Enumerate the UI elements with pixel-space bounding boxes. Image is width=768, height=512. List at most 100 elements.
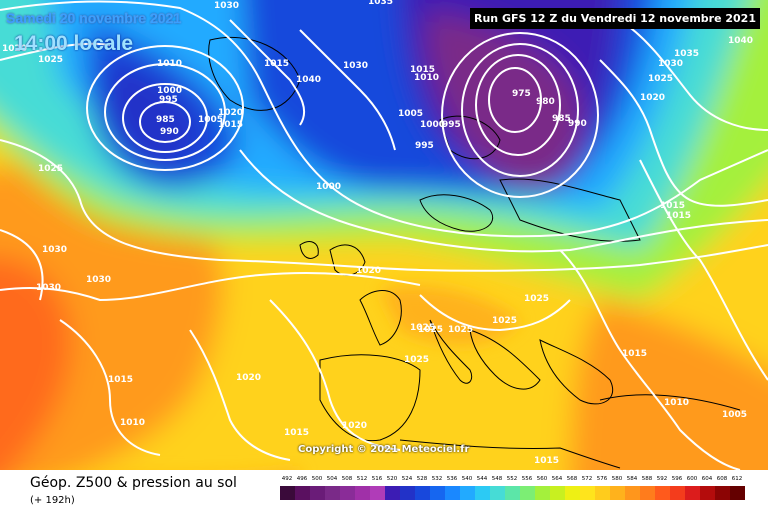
legend-tick-label: 492 [281,476,293,482]
legend-swatch [325,486,340,500]
legend-tick-label: 568 [566,476,578,482]
forecast-time: 14:00 locale [14,32,134,55]
forecast-lead-time: (+ 192h) [30,495,75,506]
isobar-label: 1040 [296,75,321,85]
isobar-label: 1025 [410,323,435,333]
legend-tick-label: 576 [596,476,608,482]
isobar-label: 990 [160,127,179,137]
isobar-label: 1020 [342,421,367,431]
isobar-label: 1010 [414,73,439,83]
isobar-label: 1005 [722,410,747,420]
legend-swatch [385,486,400,500]
legend-tick-label: 528 [416,476,428,482]
legend-tick-label: 600 [686,476,698,482]
legend-swatch [520,486,535,500]
legend-swatch [460,486,475,500]
legend-tick-label: 604 [701,476,713,482]
isobar-label: 1015 [660,201,685,211]
legend-swatch [340,486,355,500]
isobar-label: 1020 [356,266,381,276]
legend-tick-label: 584 [626,476,638,482]
map-canvas: 1030 1035 1010 1000 995 985 990 1005 101… [0,0,768,470]
isobar-labels: 1030 1035 1010 1000 995 985 990 1005 101… [2,0,753,466]
legend-swatch [625,486,640,500]
isobar-label: 990 [568,119,587,129]
legend-tick-label: 504 [326,476,338,482]
legend-tick-label: 560 [536,476,548,482]
isobar-label: 1035 [368,0,393,7]
isobar-label: 1030 [658,59,683,69]
legend-tick-label: 596 [671,476,683,482]
legend-swatch [475,486,490,500]
isobar-label: 1015 [534,456,559,466]
isobar-label: 985 [156,115,175,125]
copyright-notice: Copyright © 2021 Meteociel.fr [298,444,470,455]
isobar-label: 1040 [728,36,753,46]
isobar-label: 1030 [343,61,368,71]
isobar-label: 1010 [120,418,145,428]
legend-tick-label: 540 [461,476,473,482]
legend-swatch [550,486,565,500]
legend-swatch [700,486,715,500]
legend-tick-label: 548 [491,476,503,482]
isobar-label: 1030 [42,245,67,255]
isobar-label: 1015 [622,349,647,359]
run-banner: Run GFS 12 Z du Vendredi 12 novembre 202… [470,8,760,29]
legend-swatch [400,486,415,500]
legend-swatch [415,486,430,500]
isobar-label: 1015 [218,120,243,130]
isobar-label: 1015 [284,428,309,438]
isobar-label: 1030 [36,283,61,293]
isobar-label: 1010 [157,59,182,69]
isobar-label: 1015 [410,65,435,75]
weather-map: 1030 1035 1010 1000 995 985 990 1005 101… [0,0,768,470]
forecast-date: Samedi 20 novembre 2021 [6,10,182,26]
isobar-label: 1025 [648,74,673,84]
isobar-label: 1000 [157,86,182,96]
isobar-label: 980 [536,97,555,107]
legend-swatch [355,486,370,500]
isobar-label: 1015 [666,211,691,221]
isobar-label: 1025 [404,355,429,365]
legend-tick-label: 516 [371,476,383,482]
isobar-label: 1005 [198,115,223,125]
legend-swatch [655,486,670,500]
legend-tick-label: 536 [446,476,458,482]
isobar-label: 975 [512,89,531,99]
legend-swatch [565,486,580,500]
coastlines [208,36,741,469]
isobar-label: 1020 [218,108,243,118]
legend-swatch [310,486,325,500]
legend-swatch [715,486,730,500]
color-legend: 492 496 500 504 508 512 516 520 524 528 532 536 540 5… [280,476,750,506]
legend-tick-label: 608 [716,476,728,482]
legend-swatch [580,486,595,500]
isobar-label: 1015 [108,375,133,385]
legend-tick-label: 500 [311,476,323,482]
legend-tick-label: 512 [356,476,368,482]
isobar-label: 1025 [38,164,63,174]
legend-tick-label: 564 [551,476,563,482]
isobar-label: 1020 [640,93,665,103]
legend-swatch [595,486,610,500]
isobar-label: 995 [159,95,178,105]
legend-tick-label: 496 [296,476,308,482]
legend-swatch [430,486,445,500]
isobar-label: 1010 [664,398,689,408]
isobar-label: 1020 [2,44,27,54]
legend-swatch [445,486,460,500]
legend-tick-label: 556 [521,476,533,482]
isobar-label: 1025 [492,316,517,326]
legend-swatch [490,486,505,500]
isobar-label: 1000 [420,120,445,130]
isobar-label: 1020 [236,373,261,383]
map-footer: Géop. Z500 & pression au sol (+ 192h) 49… [0,470,768,512]
legend-tick-label: 532 [431,476,443,482]
legend-tick-label: 524 [401,476,413,482]
legend-swatch [370,486,385,500]
isobar-label: 1015 [264,59,289,69]
isobar-label: 1030 [86,275,111,285]
isobar-label: 985 [552,114,571,124]
legend-tick-label: 544 [476,476,488,482]
legend-tick-label: 580 [611,476,623,482]
